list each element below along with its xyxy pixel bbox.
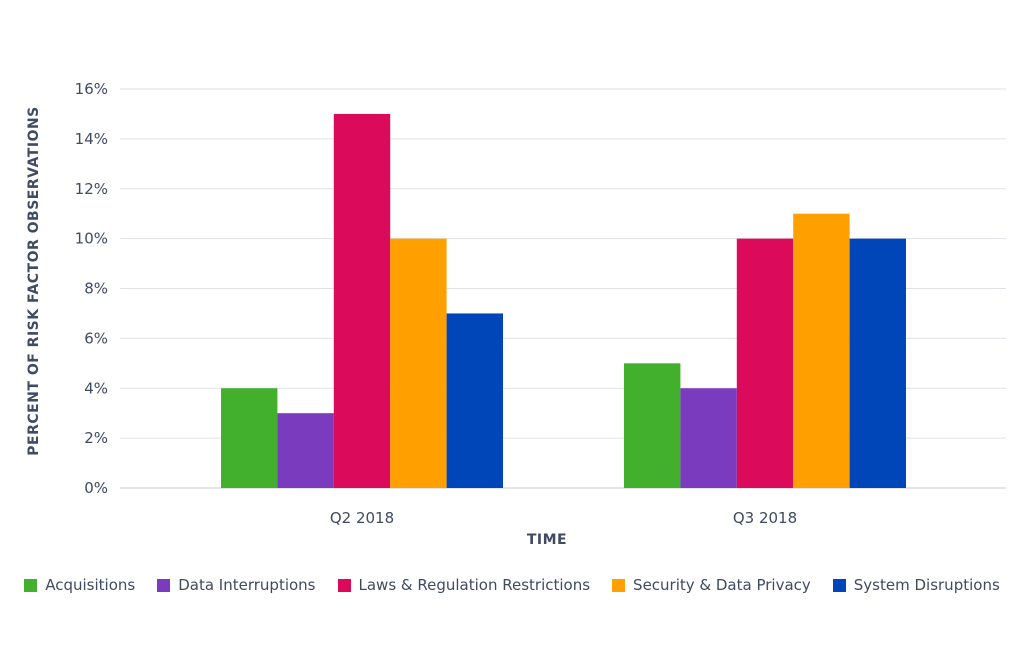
legend-swatch <box>337 578 351 592</box>
bar <box>333 113 391 488</box>
legend-item: Data Interruptions <box>157 576 316 594</box>
legend-item: System Disruptions <box>832 576 1000 594</box>
bar <box>390 238 447 488</box>
legend-label: Laws & Regulation Restrictions <box>358 576 591 594</box>
x-axis-title: TIME <box>527 532 567 548</box>
y-tick-label: 10% <box>75 230 108 248</box>
bars <box>221 113 906 488</box>
legend-label: Security & Data Privacy <box>633 576 811 594</box>
bar <box>277 413 334 488</box>
y-tick-label: 0% <box>84 479 108 497</box>
legend-item: Laws & Regulation Restrictions <box>337 576 591 594</box>
bar-chart: 0% 2% 4% 6% 8% 10% 12% 14% 16% Q2 2018 Q3 2018 TI… <box>26 80 1006 548</box>
bar <box>793 213 850 488</box>
legend-label: System Disruptions <box>853 576 1000 594</box>
legend-item: Security & Data Privacy <box>612 576 811 594</box>
legend: Acquisitions Data Interruptions Laws & Reg… <box>0 576 1024 594</box>
x-tick-label: Q3 2018 <box>733 509 797 527</box>
legend-swatch <box>832 578 846 592</box>
bar <box>624 363 681 488</box>
y-tick-label: 2% <box>84 429 108 447</box>
y-tick-label: 8% <box>84 280 108 298</box>
legend-swatch <box>612 578 626 592</box>
legend-label: Acquisitions <box>45 576 136 594</box>
bar <box>221 388 278 488</box>
x-tick-label: Q2 2018 <box>330 509 394 527</box>
bar <box>446 313 503 488</box>
legend-swatch <box>157 578 171 592</box>
y-tick-label: 6% <box>84 329 108 347</box>
legend-item: Acquisitions <box>24 576 135 594</box>
y-tick-label: 4% <box>84 379 108 397</box>
x-tick-labels: Q2 2018 Q3 2018 <box>330 509 797 527</box>
legend-label: Data Interruptions <box>178 576 316 594</box>
y-tick-label: 16% <box>75 80 108 98</box>
y-tick-label: 14% <box>75 130 108 148</box>
legend-swatch <box>24 578 38 592</box>
bar <box>736 238 794 488</box>
y-tick-labels: 0% 2% 4% 6% 8% 10% 12% 14% 16% <box>75 80 108 497</box>
y-tick-label: 12% <box>75 180 108 198</box>
y-axis-title: PERCENT OF RISK FACTOR OBSERVATIONS <box>26 106 42 455</box>
bar <box>849 238 906 488</box>
bar <box>680 388 737 488</box>
